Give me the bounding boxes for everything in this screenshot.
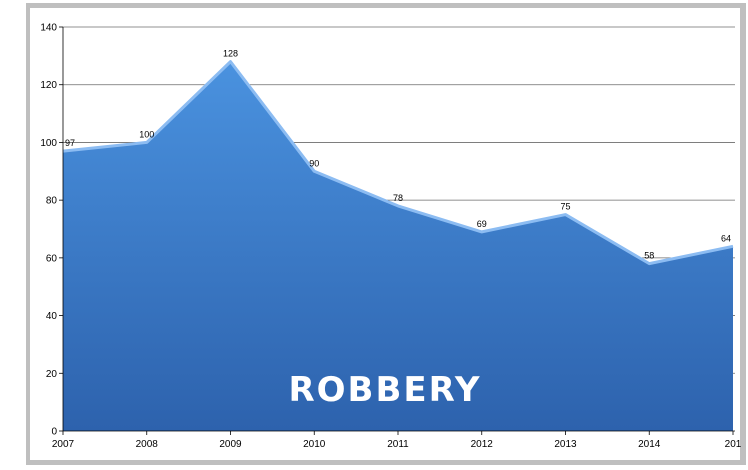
x-tick-label-2011: 2011 (387, 439, 409, 450)
data-label-2013: 75 (560, 202, 570, 212)
chart-overlay-title: ROBBERY (288, 370, 481, 410)
x-tick-label-2015: 201 (725, 439, 742, 450)
data-labels: 97 100 128 90 78 69 75 58 64 (65, 49, 731, 261)
y-tick-label-40: 40 (46, 311, 58, 322)
x-tick-label-2008: 2008 (136, 439, 159, 450)
x-tick-label-2007: 2007 (52, 439, 75, 450)
area-series (62, 60, 734, 431)
y-tick-label-60: 60 (46, 253, 58, 264)
data-label-2014: 58 (644, 251, 654, 261)
y-tick-label-20: 20 (46, 369, 58, 380)
area-fill (63, 61, 733, 431)
data-label-2015: 64 (721, 233, 731, 243)
data-label-2011: 78 (393, 193, 403, 203)
y-tick-label-120: 120 (40, 80, 57, 91)
data-label-2010: 90 (309, 158, 319, 168)
data-label-2008: 100 (139, 129, 154, 139)
x-tick-label-2010: 2010 (303, 439, 326, 450)
y-tick-label-100: 100 (40, 138, 57, 149)
x-tick-label-2014: 2014 (638, 439, 661, 450)
x-tick-label-2013: 2013 (554, 439, 577, 450)
x-tick-label-2012: 2012 (471, 439, 494, 450)
data-label-2007: 97 (65, 138, 75, 148)
y-tick-label-0: 0 (51, 427, 57, 438)
data-label-2009: 128 (223, 49, 238, 59)
y-tick-label-140: 140 (40, 23, 57, 34)
area-edge-line (62, 60, 734, 266)
data-label-2012: 69 (477, 219, 487, 229)
axes: 0 20 40 60 80 100 120 140 2007 2008 2009 2010 2011 20… (40, 23, 741, 451)
x-tick-label-2009: 2009 (219, 439, 242, 450)
y-tick-label-80: 80 (46, 196, 58, 207)
